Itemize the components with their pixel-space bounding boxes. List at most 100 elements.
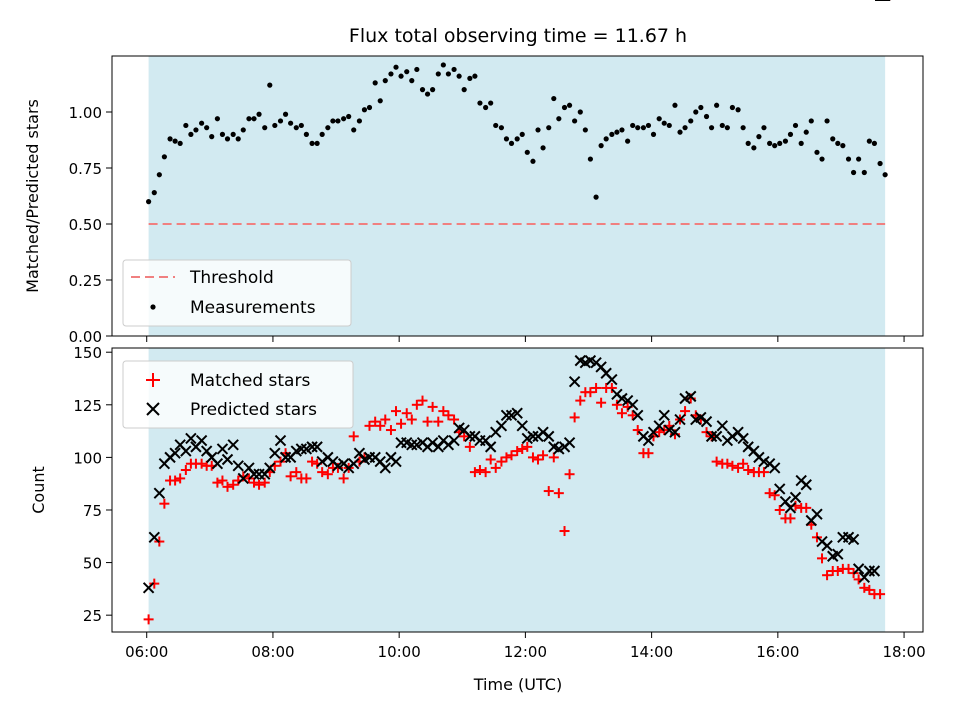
matched-star-point [680, 406, 691, 417]
x-tick-label: 10:00 [378, 643, 421, 661]
measurement-point [393, 64, 399, 70]
measurement-point [330, 118, 336, 124]
y-tick-label: 75 [83, 502, 102, 520]
measurement-point [409, 78, 415, 84]
measurement-point [161, 154, 167, 160]
measurement-point [682, 125, 688, 131]
predicted-star-point [674, 413, 686, 426]
top-legend-box [122, 259, 352, 327]
top-legend: Threshold Measurements [122, 259, 352, 327]
measurement-point [435, 71, 441, 77]
measurement-point [598, 143, 604, 149]
measurement-point [745, 140, 751, 146]
legend-predicted-swatch [146, 402, 160, 416]
predicted-star-point [211, 457, 224, 470]
measurement-point [803, 129, 809, 135]
y-tick-label: 25 [83, 607, 102, 625]
measurement-points [146, 62, 888, 205]
matched-star-point [817, 553, 828, 564]
matched-star-point [291, 467, 302, 478]
measurement-point [714, 102, 720, 108]
predicted-star-point [868, 565, 881, 577]
predicted-star-point [379, 462, 391, 474]
measurement-point [377, 98, 383, 104]
predicted-star-point [142, 582, 155, 594]
measurement-point [209, 134, 215, 140]
predicted-star-point [185, 432, 197, 445]
predicted-star-point [543, 430, 555, 443]
matched-star-point [585, 387, 596, 398]
y-tick-label: 1.00 [69, 104, 102, 122]
measurement-point [472, 73, 478, 79]
matched-star-point [643, 448, 654, 459]
matched-star-point [417, 395, 428, 406]
predicted-star-point [789, 491, 802, 504]
matched-star-point [611, 399, 622, 410]
matched-star-point [370, 416, 381, 427]
matched-star-point [401, 408, 412, 419]
predicted-star-point [527, 430, 539, 443]
matched-star-point [285, 471, 296, 482]
predicted-star-point [216, 443, 229, 455]
predicted-star-point [500, 409, 513, 422]
matched-star-point [411, 399, 422, 410]
predicted-star-point [448, 434, 460, 447]
matched-star-point [564, 469, 575, 480]
matched-star-point [785, 513, 796, 524]
measurement-point [850, 169, 857, 176]
chart-title: Flux total observing time = 11.67 h [349, 25, 687, 47]
x-tick-label: 12:00 [504, 643, 547, 661]
matched-star-point [459, 431, 470, 442]
measurement-point [335, 118, 341, 124]
predicted-star-point [685, 390, 697, 403]
measurement-point [814, 149, 820, 155]
matched-star-point [406, 414, 417, 425]
predicted-star-point [237, 472, 249, 485]
measurement-point [419, 87, 426, 93]
matched-star-point [380, 414, 391, 425]
measurement-point [461, 87, 467, 93]
matched-star-point [743, 465, 754, 476]
matched-star-point [180, 465, 191, 476]
predicted-star-point [464, 430, 476, 443]
predicted-star-point [306, 441, 318, 453]
measurement-point [188, 131, 194, 137]
matched-star-point [396, 418, 407, 429]
matched-star-point [348, 431, 359, 442]
predicted-star-point [642, 434, 655, 447]
matched-star-point [559, 526, 570, 537]
measurement-point [277, 118, 284, 124]
top-panel: 0.00 0.25 0.50 0.75 1.00 Matched/Predicted s… [23, 55, 924, 346]
matched-star-point [758, 467, 769, 478]
y-tick-label: 100 [73, 449, 102, 467]
measurement-point [366, 104, 373, 111]
measurement-point [645, 122, 652, 129]
measurement-point [256, 111, 262, 117]
measurement-point [787, 131, 794, 137]
predicted-star-point [348, 457, 360, 470]
measurement-point [877, 160, 883, 167]
predicted-star-point [516, 420, 528, 432]
measurement-point [530, 158, 536, 164]
predicted-star-point [221, 453, 234, 466]
predicted-star-point [279, 451, 292, 464]
measurement-point [630, 122, 636, 129]
matched-star-point [433, 416, 444, 427]
measurement-point [445, 71, 451, 77]
legend-matched-swatch [146, 373, 160, 387]
predicted-star-point [232, 460, 244, 472]
measurement-point [314, 140, 320, 146]
measurement-point [183, 122, 189, 129]
measurement-point [561, 104, 568, 111]
predicted-star-point [390, 455, 402, 468]
measurement-point [871, 140, 878, 146]
measurement-point [440, 62, 446, 68]
matched-star-point [538, 450, 549, 461]
matched-star-point [469, 467, 480, 478]
measurement-point [761, 125, 767, 131]
measurement-point [477, 100, 483, 106]
predicted-star-point [700, 415, 713, 428]
matched-star-point [338, 473, 349, 484]
measurement-point [650, 131, 657, 137]
measurement-point [782, 138, 789, 144]
